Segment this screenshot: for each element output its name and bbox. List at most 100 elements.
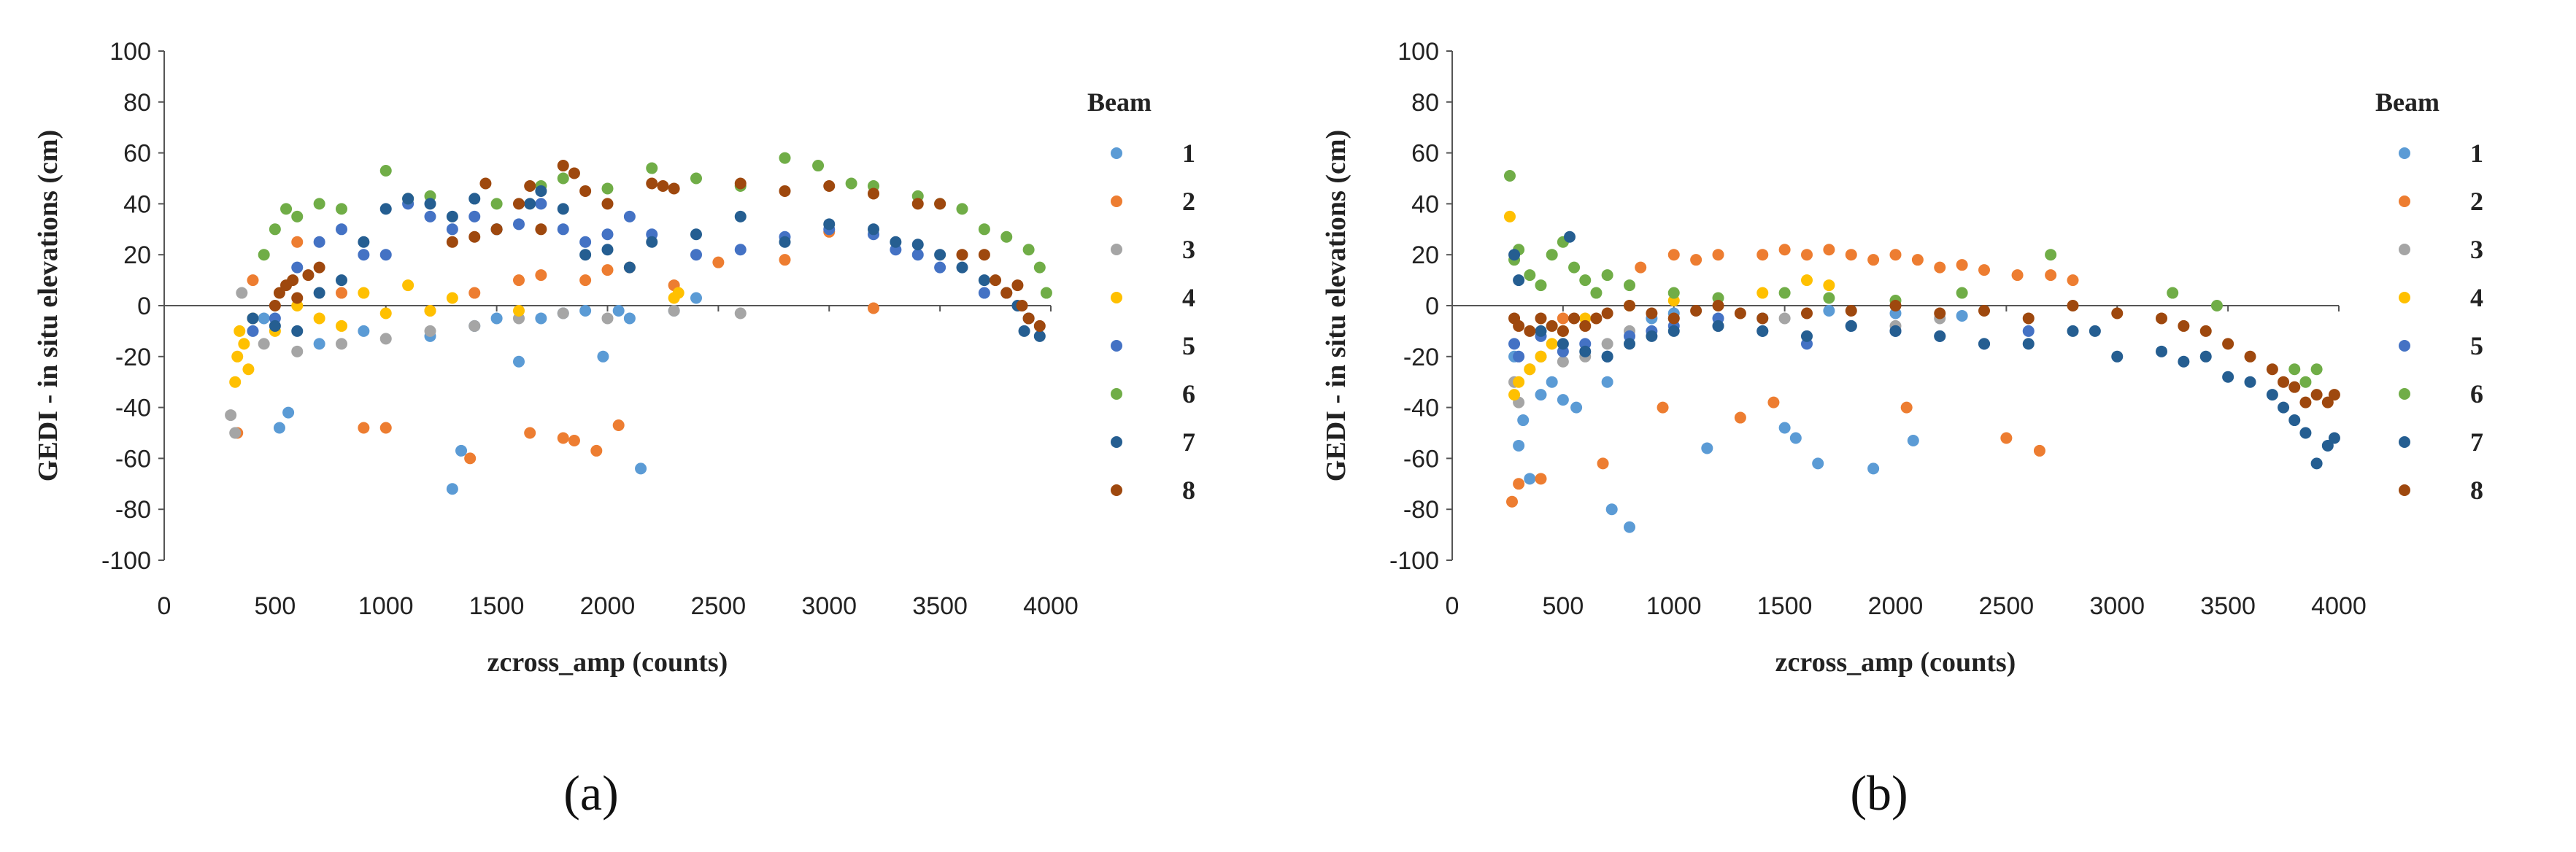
data-point-beam-5 [734,244,747,256]
data-point-beam-4 [358,287,370,299]
data-point-beam-8 [287,274,299,287]
data-point-beam-8 [490,223,503,236]
data-point-beam-7 [623,261,636,274]
data-point-beam-7 [1601,350,1613,363]
x-tick-label: 1500 [469,592,525,620]
y-tick-label: 100 [1397,38,1439,66]
x-tick-label: 3000 [801,592,857,620]
data-point-beam-6 [1590,287,1603,299]
data-point-beam-6 [2210,300,2223,311]
data-point-beam-6 [1546,249,1558,261]
data-point-beam-8 [557,160,569,172]
x-tick-label: 2500 [691,592,747,620]
data-point-beam-4 [1756,287,1769,299]
x-tick-label: 4000 [1023,592,1079,620]
data-point-beam-8 [1801,307,1813,320]
data-point-beam-2 [1767,396,1780,408]
data-point-beam-1 [535,312,547,325]
data-point-beam-1 [1535,389,1547,401]
data-point-beam-7 [1513,274,1525,287]
data-point-beam-2 [2067,274,2079,287]
data-point-beam-8 [524,179,536,192]
data-point-beam-7 [2288,414,2301,427]
data-point-beam-7 [734,210,747,222]
data-point-beam-8 [2199,325,2212,337]
y-tick-label: 100 [109,38,151,66]
y-tick-label: 0 [137,293,151,320]
data-point-beam-8 [1524,325,1536,337]
data-point-beam-3 [557,307,569,320]
data-point-beam-6 [2310,363,2323,376]
y-tick-label: -60 [115,445,151,473]
data-point-beam-5 [535,198,547,210]
data-point-beam-8 [2278,376,2290,388]
data-point-beam-1 [612,304,625,317]
data-point-beam-7 [2178,355,2190,368]
data-point-beam-2 [2033,444,2045,457]
data-point-beam-7 [934,249,946,261]
data-point-beam-3 [379,333,392,345]
y-tick-label: -40 [1403,395,1439,422]
legend-marker-5 [2399,340,2410,352]
x-tick-label: 0 [1446,592,1459,620]
data-point-beam-2 [557,432,569,444]
data-point-beam-3 [336,338,347,350]
legend-marker-3 [2399,244,2410,255]
data-point-beam-1 [635,462,647,475]
data-point-beam-2 [1506,495,1519,508]
data-point-beam-4 [1524,363,1536,376]
data-point-beam-3 [1778,312,1791,325]
data-point-beam-5 [690,249,702,261]
data-point-beam-8 [657,179,669,192]
data-point-beam-8 [2244,350,2256,363]
data-point-beam-2 [779,254,791,266]
data-point-beam-1 [1956,309,1968,322]
data-point-beam-2 [712,256,725,268]
data-point-beam-7 [1667,325,1680,337]
data-point-beam-8 [990,274,1002,287]
data-point-beam-5 [424,210,436,222]
data-point-beam-6 [379,165,392,177]
y-tick-label: 60 [123,140,151,168]
data-point-beam-4 [1801,274,1813,287]
data-point-beam-7 [1018,325,1030,337]
data-point-beam-7 [524,198,536,210]
data-point-beam-6 [1022,244,1035,256]
y-axis-label: GEDI - in situ elevations (cm) [1321,130,1351,481]
data-point-beam-8 [446,236,458,248]
y-tick-label: -80 [1403,496,1439,524]
data-point-beam-6 [1524,269,1536,282]
data-point-beam-7 [468,193,481,205]
data-point-beam-8 [911,198,924,210]
data-point-beam-2 [468,287,481,299]
data-point-beam-7 [2111,350,2124,363]
data-point-beam-2 [590,444,603,457]
data-point-beam-7 [535,185,547,197]
data-point-beam-1 [597,350,609,363]
data-point-beam-8 [2266,363,2278,376]
legend-marker-7 [1111,436,1122,448]
data-point-beam-5 [379,249,392,261]
data-point-beam-3 [734,307,747,320]
data-point-beam-2 [1778,244,1791,256]
data-point-beam-6 [601,182,614,195]
data-point-beam-8 [2310,389,2323,401]
y-tick-label: -40 [115,395,151,422]
legend-marker-2 [2399,195,2410,207]
data-point-beam-4 [1823,279,1835,292]
data-point-beam-8 [1845,304,1857,317]
data-point-beam-8 [468,231,481,243]
y-tick-label: 60 [1411,140,1439,168]
data-point-beam-2 [1635,261,1647,274]
data-point-beam-8 [2111,307,2124,320]
data-point-beam-4 [1546,338,1558,350]
data-point-beam-8 [1712,300,1724,311]
x-tick-label: 3500 [2200,592,2256,620]
x-tick-label: 2000 [580,592,636,620]
data-point-beam-8 [1022,312,1035,325]
data-point-beam-8 [1535,312,1547,325]
legend-marker-4 [1111,292,1122,303]
data-point-beam-2 [1657,401,1669,414]
data-point-beam-7 [823,218,836,231]
data-point-beam-1 [579,304,592,317]
